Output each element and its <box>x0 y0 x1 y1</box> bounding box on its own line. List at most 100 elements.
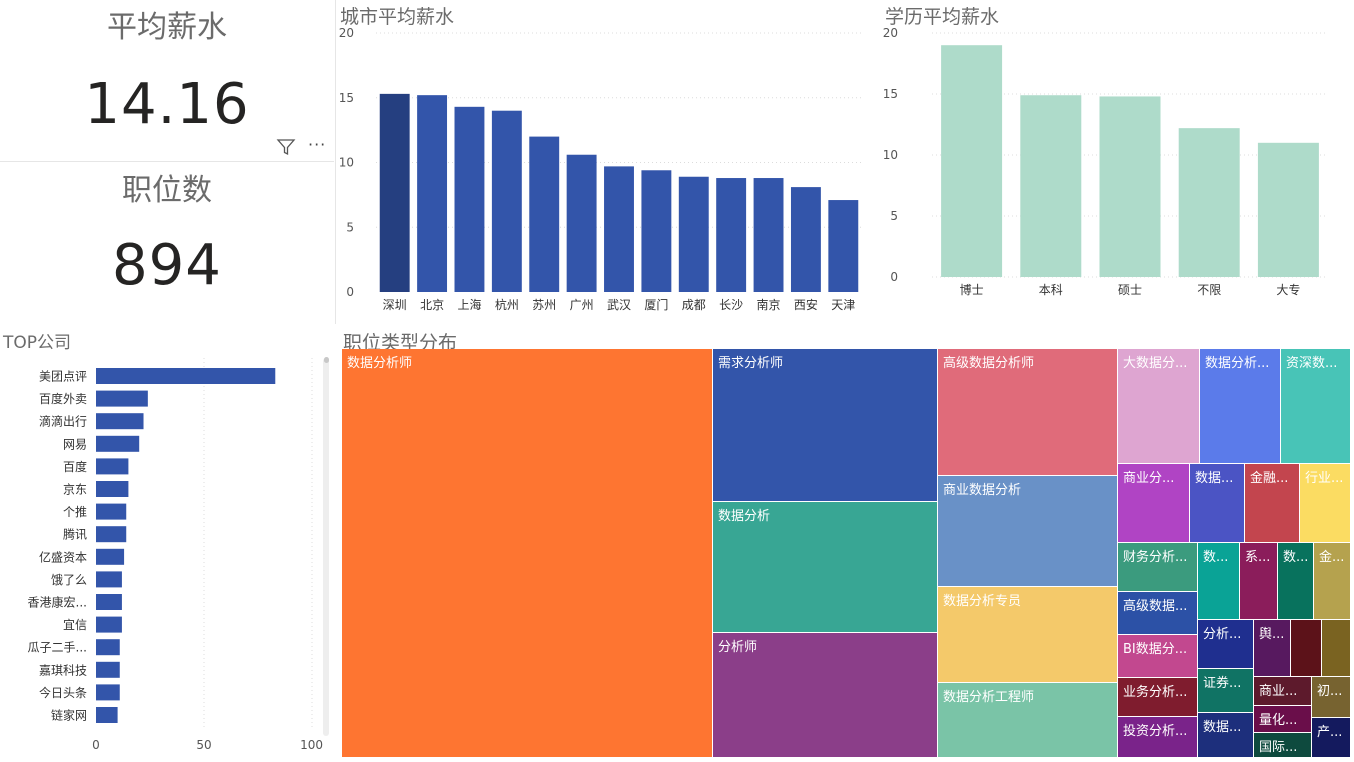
company-bar[interactable] <box>96 526 127 543</box>
treemap-tile[interactable]: 商业... <box>1254 677 1311 705</box>
treemap-rect[interactable] <box>1254 706 1311 732</box>
treemap-rect[interactable] <box>1198 669 1253 712</box>
treemap-tile[interactable]: 业务分析... <box>1118 678 1197 716</box>
treemap-rect[interactable] <box>1118 592 1197 634</box>
company-bar[interactable] <box>96 661 120 678</box>
scrollbar-track[interactable] <box>323 358 329 736</box>
treemap-tile[interactable]: 量化... <box>1254 706 1311 732</box>
treemap-rect[interactable] <box>1240 543 1277 619</box>
treemap-rect[interactable] <box>1322 620 1350 676</box>
treemap-rect[interactable] <box>1314 543 1350 619</box>
city-bar[interactable] <box>417 95 448 292</box>
city-bar[interactable] <box>716 178 747 292</box>
treemap-tile[interactable]: 产... <box>1312 718 1350 757</box>
company-bar[interactable] <box>96 458 129 475</box>
treemap-tile[interactable]: 资深数... <box>1281 349 1350 463</box>
treemap-tile[interactable]: 投资分析... <box>1118 717 1197 757</box>
treemap-rect[interactable] <box>938 349 1117 475</box>
city-bar[interactable] <box>379 93 410 293</box>
treemap-tile[interactable]: BI数据分... <box>1118 635 1197 677</box>
treemap-rect[interactable] <box>938 476 1117 586</box>
treemap-rect[interactable] <box>1118 464 1189 542</box>
treemap-rect[interactable] <box>342 349 712 757</box>
treemap-tile[interactable]: 分析... <box>1198 620 1253 668</box>
company-bar[interactable] <box>96 413 144 430</box>
treemap-rect[interactable] <box>1118 349 1199 463</box>
treemap-tile[interactable]: 系... <box>1240 543 1277 619</box>
treemap-rect[interactable] <box>1190 464 1244 542</box>
treemap-tile[interactable]: 数据分析专员 <box>938 587 1117 682</box>
city-bar[interactable] <box>454 106 485 292</box>
treemap-rect[interactable] <box>1254 733 1311 757</box>
company-bar[interactable] <box>96 707 118 723</box>
treemap-tile[interactable]: 需求分析师 <box>713 349 937 501</box>
treemap-rect[interactable] <box>1291 620 1321 676</box>
treemap-tile[interactable]: 金融... <box>1245 464 1299 542</box>
filter-icon[interactable] <box>276 137 296 157</box>
treemap-rect[interactable] <box>1254 620 1290 676</box>
treemap-tile[interactable]: 初... <box>1312 677 1350 717</box>
treemap-rect[interactable] <box>938 683 1117 757</box>
treemap-rect[interactable] <box>1312 718 1350 757</box>
treemap-rect[interactable] <box>713 349 937 501</box>
treemap-rect[interactable] <box>1312 677 1350 717</box>
treemap-tile[interactable]: 商业分... <box>1118 464 1189 542</box>
city-bar[interactable] <box>641 170 672 292</box>
treemap-rect[interactable] <box>1198 713 1253 757</box>
company-bar[interactable] <box>96 503 127 520</box>
treemap-rect[interactable] <box>1281 349 1350 463</box>
edu-bar[interactable] <box>1020 95 1082 277</box>
city-bar[interactable] <box>604 166 634 292</box>
treemap-tile[interactable]: 财务分析... <box>1118 543 1197 591</box>
treemap-rect[interactable] <box>1118 543 1197 591</box>
treemap-tile[interactable]: 数据... <box>1190 464 1244 542</box>
treemap-rect[interactable] <box>713 633 937 757</box>
treemap-rect[interactable] <box>1198 543 1239 619</box>
city-bar[interactable] <box>828 200 859 292</box>
company-bar[interactable] <box>96 368 276 384</box>
treemap-rect[interactable] <box>1300 464 1350 542</box>
treemap-tile[interactable]: 国际... <box>1254 733 1311 757</box>
city-bar[interactable] <box>678 176 709 292</box>
treemap-rect[interactable] <box>1254 677 1311 705</box>
edu-bar[interactable] <box>1099 96 1161 277</box>
treemap-rect[interactable] <box>713 502 937 632</box>
treemap-tile[interactable]: 行业... <box>1300 464 1350 542</box>
treemap-rect[interactable] <box>1118 717 1197 757</box>
treemap-rect[interactable] <box>1200 349 1280 463</box>
city-bar[interactable] <box>790 187 821 292</box>
treemap-rect[interactable] <box>1278 543 1313 619</box>
scrollbar-thumb[interactable] <box>324 357 329 363</box>
treemap-tile[interactable]: 分析师 <box>713 633 937 757</box>
company-bar[interactable] <box>96 594 122 610</box>
treemap-tile[interactable]: 数据... <box>1198 713 1253 757</box>
treemap-tile[interactable]: 大数据分... <box>1118 349 1199 463</box>
company-bar[interactable] <box>96 390 148 407</box>
company-bar[interactable] <box>96 481 129 497</box>
company-bar[interactable] <box>96 548 125 565</box>
company-bar[interactable] <box>96 571 122 588</box>
treemap-rect[interactable] <box>1118 635 1197 677</box>
company-bar[interactable] <box>96 616 122 633</box>
edu-bar[interactable] <box>1257 142 1319 277</box>
treemap-rect[interactable] <box>1118 678 1197 716</box>
treemap-tile[interactable]: 数据分析师 <box>342 349 712 757</box>
treemap-tile[interactable]: 证券... <box>1198 669 1253 712</box>
company-bar[interactable] <box>96 435 140 452</box>
treemap-rect[interactable] <box>938 587 1117 682</box>
city-bar[interactable] <box>753 178 784 292</box>
treemap-tile[interactable]: 商业数据分析 <box>938 476 1117 586</box>
treemap-rect[interactable] <box>1245 464 1299 542</box>
treemap-rect[interactable] <box>1198 620 1253 668</box>
treemap-tile[interactable]: 数... <box>1278 543 1313 619</box>
treemap-tile[interactable]: 金... <box>1314 543 1350 619</box>
treemap-tile[interactable]: 高级数据... <box>1118 592 1197 634</box>
edu-bar[interactable] <box>1178 128 1240 277</box>
edu-bar[interactable] <box>941 45 1003 278</box>
treemap-tile[interactable]: 高级数据分析师 <box>938 349 1117 475</box>
city-bar[interactable] <box>529 136 560 292</box>
treemap-tile[interactable]: 数据分析 <box>713 502 937 632</box>
company-bar[interactable] <box>96 684 120 701</box>
more-options-icon[interactable]: ··· <box>308 135 327 154</box>
treemap-tile[interactable]: 数据分析工程师 <box>938 683 1117 757</box>
